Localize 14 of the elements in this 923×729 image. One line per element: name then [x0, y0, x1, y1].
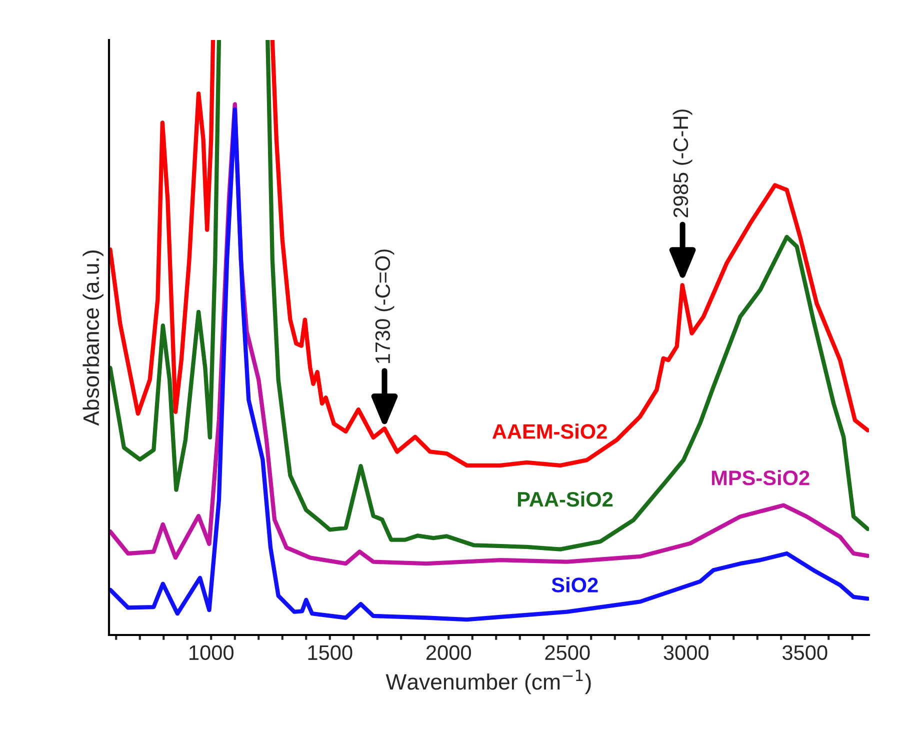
series-label: SiO2	[552, 577, 598, 592]
x-tick-label: 1000	[190, 645, 234, 660]
y-axis-title: Absorbance (a.u.)	[82, 250, 104, 426]
x-axis-title: Wavenumber (cm$^{−1}$)	[386, 670, 591, 694]
series-label: AAEM-SiO2	[492, 424, 607, 439]
x-tick-label: 3000	[664, 645, 708, 660]
series-label: PAA-SiO2	[518, 491, 613, 507]
annotation: 1730 (-C=O)	[374, 250, 394, 364]
x-tick-label: 1500	[308, 645, 352, 660]
annotation: 2985 (-C-H)	[672, 110, 692, 218]
x-tick-label: 2000	[426, 645, 471, 660]
series-label: MPS-SiO2	[712, 470, 810, 486]
x-tick-label: 2500	[545, 645, 590, 660]
x-tick-label: 3500	[782, 645, 828, 660]
